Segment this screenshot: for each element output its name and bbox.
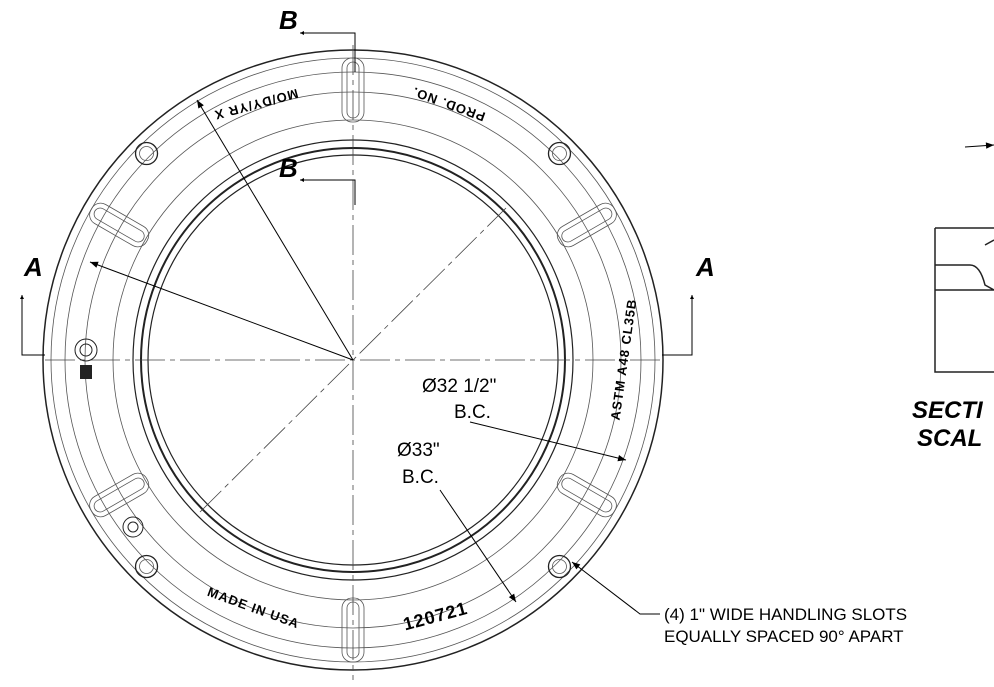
lug <box>140 559 154 573</box>
dimension: Ø32 1/2" <box>422 376 496 397</box>
section-label: B <box>279 5 298 35</box>
leaders <box>90 100 660 614</box>
drawing: B B A A MO/DY/YR X PROD. NO. ASTM A48 CL… <box>0 0 994 687</box>
note: (4) 1" WIDE HANDLING SLOTS <box>664 605 907 624</box>
ring-text: 120721 <box>401 598 470 634</box>
lug <box>548 143 570 165</box>
lug <box>552 559 566 573</box>
lug <box>86 199 152 250</box>
ring-text: MO/DY/YR X <box>212 86 300 123</box>
dimension: Ø33" <box>397 440 440 461</box>
lug <box>86 469 152 520</box>
lug <box>140 147 154 161</box>
note: EQUALLY SPACED 90° APART <box>664 627 904 646</box>
section-label: A <box>695 252 715 282</box>
lug <box>136 143 158 165</box>
lug <box>136 555 158 577</box>
dimension: B.C. <box>402 467 439 488</box>
dimension: B.C. <box>454 402 491 423</box>
section-arrows <box>22 33 994 355</box>
lug <box>554 469 620 520</box>
section-label: B <box>279 153 298 183</box>
section-view <box>935 228 994 372</box>
lug <box>92 206 146 244</box>
ring-text: ASTM A48 CL35B <box>608 298 640 422</box>
section-title: SECTI <box>912 397 984 424</box>
lug <box>554 199 620 250</box>
ring-text: MADE IN USA <box>205 584 301 631</box>
lug <box>560 206 614 244</box>
section-label: A <box>23 252 43 282</box>
lug <box>92 476 146 514</box>
lug <box>548 555 570 577</box>
lug <box>552 147 566 161</box>
lug <box>560 476 614 514</box>
ring-text: PROD. NO. <box>410 84 487 124</box>
section-title: SCAL <box>917 425 982 452</box>
